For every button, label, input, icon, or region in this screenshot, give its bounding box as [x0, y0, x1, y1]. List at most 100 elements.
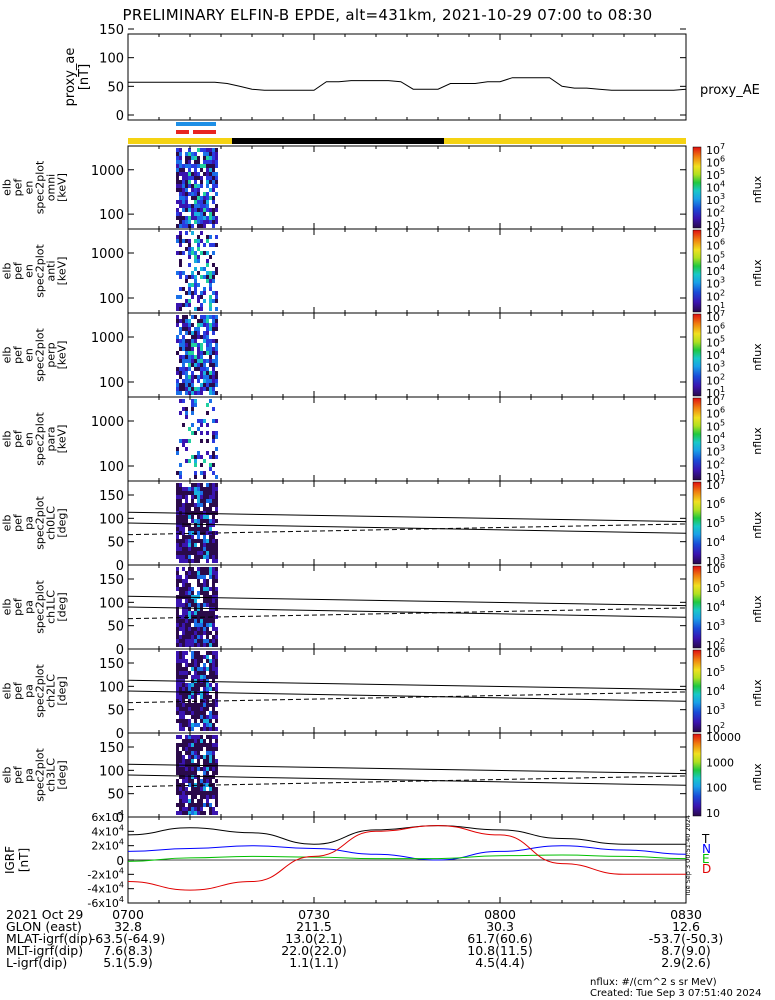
- heatmap-cell: [197, 743, 200, 747]
- heatmap-cell: [185, 303, 188, 307]
- heatmap-cell: [194, 463, 197, 467]
- heatmap-cell: [206, 763, 209, 767]
- heatmap-cell: [188, 255, 191, 259]
- heatmap-cell: [203, 383, 206, 387]
- heatmap-cell: [206, 587, 209, 591]
- colorbar-tick-label: 103: [706, 553, 725, 568]
- heatmap-cell: [203, 291, 206, 295]
- heatmap-cell: [212, 583, 215, 587]
- heatmap-cell: [182, 727, 185, 731]
- heatmap-cell: [212, 148, 215, 152]
- heatmap-cell: [176, 631, 179, 635]
- panel-ch2: 050100150elbpefpaspec2plotch2LC[deg]1021…: [1, 645, 765, 742]
- heatmap-cell: [176, 519, 179, 523]
- panel-anti: 1001000elbpefenspec2plotanti[keV]1011021…: [1, 225, 765, 316]
- heatmap-cell: [182, 519, 185, 523]
- heatmap-cell: [185, 351, 188, 355]
- heatmap-cell: [188, 739, 191, 743]
- heatmap-cell: [182, 623, 185, 627]
- heatmap-cell: [200, 791, 203, 795]
- heatmap-cell: [176, 571, 179, 575]
- heatmap-cell: [197, 455, 200, 459]
- colorbar-tick-label: 102: [706, 288, 725, 303]
- heatmap-cell: [203, 515, 206, 519]
- heatmap-cell: [203, 487, 206, 491]
- heatmap-cell: [206, 539, 209, 543]
- heatmap-cell: [215, 735, 218, 739]
- heatmap-cell: [215, 763, 218, 767]
- heatmap-cell: [194, 307, 197, 311]
- heatmap-cell: [176, 587, 179, 591]
- heatmap-cell: [197, 363, 200, 367]
- heatmap-cell: [179, 807, 182, 811]
- heatmap-cell: [176, 200, 179, 204]
- heatmap-cell: [200, 619, 203, 623]
- heatmap-cell: [185, 635, 188, 639]
- panel-ylabel-line: spec2plot: [34, 580, 47, 634]
- heatmap-cell: [209, 315, 212, 319]
- heatmap-cell: [194, 607, 197, 611]
- heatmap-cell: [176, 507, 179, 511]
- heatmap-cell: [179, 619, 182, 623]
- heatmap-cell: [209, 391, 212, 395]
- heatmap-cell: [179, 651, 182, 655]
- heatmap-cell: [203, 803, 206, 807]
- heatmap-cell: [209, 196, 212, 200]
- heatmap-cell: [182, 659, 185, 663]
- heatmap-cell: [212, 451, 215, 455]
- heatmap-cell: [209, 519, 212, 523]
- heatmap-cell: [194, 791, 197, 795]
- heatmap-cell: [185, 439, 188, 443]
- heatmap-cell: [200, 503, 203, 507]
- heatmap-cell: [185, 224, 188, 228]
- heatmap-cell: [212, 595, 215, 599]
- heatmap-cell: [203, 743, 206, 747]
- heatmap-cell: [185, 156, 188, 160]
- heatmap-cell: [203, 583, 206, 587]
- heatmap-cell: [179, 463, 182, 467]
- heatmap-cell: [197, 359, 200, 363]
- heatmap-cell: [191, 587, 194, 591]
- heatmap-cell: [176, 699, 179, 703]
- heatmap-cell: [215, 779, 218, 783]
- heatmap-cell: [200, 216, 203, 220]
- heatmap-cell: [206, 799, 209, 803]
- heatmap-cell: [212, 387, 215, 391]
- heatmap-cell: [212, 367, 215, 371]
- heatmap-cell: [215, 216, 218, 220]
- heatmap-cell: [191, 359, 194, 363]
- heatmap-cell: [179, 627, 182, 631]
- heatmap-cell: [200, 635, 203, 639]
- heatmap-cell: [212, 495, 215, 499]
- heatmap-cell: [182, 567, 185, 571]
- heatmap-cell: [176, 383, 179, 387]
- heatmap-cell: [200, 291, 203, 295]
- heatmap-cell: [197, 491, 200, 495]
- heatmap-cell: [212, 703, 215, 707]
- heatmap-cell: [215, 675, 218, 679]
- heatmap-cell: [197, 575, 200, 579]
- heatmap-cell: [209, 663, 212, 667]
- heatmap-cell: [188, 559, 191, 563]
- heatmap-cell: [194, 180, 197, 184]
- heatmap-cell: [176, 367, 179, 371]
- heatmap-cell: [194, 483, 197, 487]
- heatmap-cell: [206, 667, 209, 671]
- heatmap-cell: [191, 315, 194, 319]
- heatmap-cell: [191, 795, 194, 799]
- heatmap-cell: [209, 791, 212, 795]
- heatmap-cell: [176, 148, 179, 152]
- panel-ylabel-line: pa: [23, 516, 36, 530]
- heatmap-cell: [176, 611, 179, 615]
- colorbar-tick-label: 105: [706, 580, 725, 595]
- heatmap-cell: [179, 663, 182, 667]
- heatmap-cell: [191, 775, 194, 779]
- heatmap-cell: [197, 703, 200, 707]
- panel-ylabel-line: pef: [12, 345, 25, 364]
- heatmap-cell: [206, 483, 209, 487]
- heatmap-cell: [194, 691, 197, 695]
- antiloss-dashed-line: [127, 775, 687, 788]
- heatmap-cell: [203, 335, 206, 339]
- heatmap-cell: [215, 591, 218, 595]
- heatmap-cell: [194, 471, 197, 475]
